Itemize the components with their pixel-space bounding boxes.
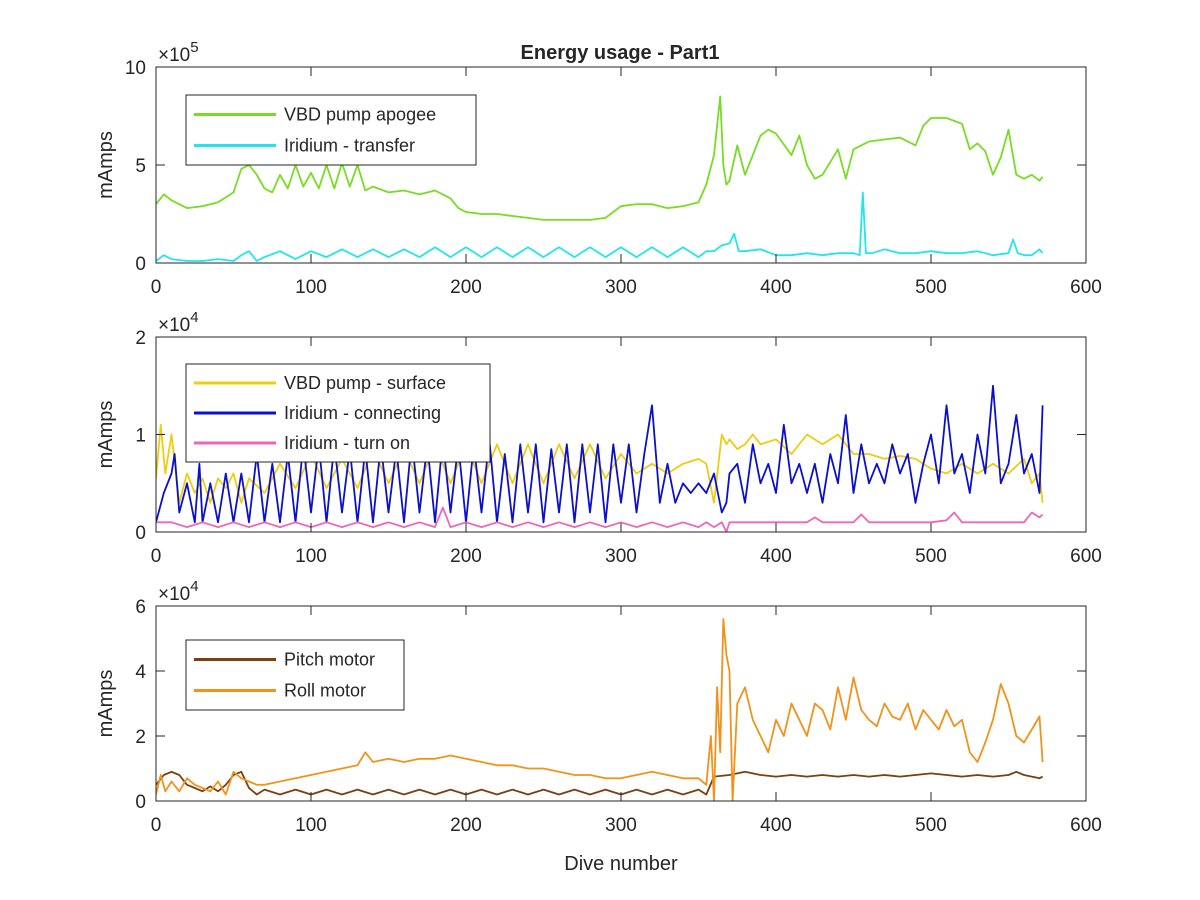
x-tick-label: 300 bbox=[605, 277, 637, 298]
x-tick-label: 0 bbox=[151, 815, 162, 836]
legend: VBD pump apogee Iridium - transfer bbox=[185, 94, 477, 166]
y-tick-label: 0 bbox=[135, 254, 146, 275]
y-exponent-label: ×104 bbox=[158, 309, 199, 336]
legend-entry: Iridium - transfer bbox=[284, 136, 415, 156]
y-tick-label: 5 bbox=[135, 156, 146, 177]
subplot-2: 0 100 200 300 400 500 600 0 1 2 ×104 mAmps VBD pump … bbox=[95, 309, 1102, 567]
y-tick-label: 2 bbox=[135, 727, 146, 748]
subplot-1: 0 100 200 300 400 500 600 0 5 10 ×105 mAmps VBD pump… bbox=[95, 39, 1102, 298]
y-tick-label: 0 bbox=[135, 523, 146, 544]
y-exponent-label: ×105 bbox=[158, 39, 199, 66]
y-axis-label: mAmps bbox=[95, 131, 117, 199]
series-line-1 bbox=[156, 423, 1044, 504]
legend-entry: Pitch motor bbox=[284, 650, 375, 670]
y-tick-label: 2 bbox=[135, 328, 146, 349]
x-tick-label: 400 bbox=[760, 277, 792, 298]
figure-title: Energy usage - Part1 bbox=[521, 42, 720, 64]
x-tick-label: 200 bbox=[450, 277, 482, 298]
y-axis-label: mAmps bbox=[95, 401, 117, 469]
x-tick-label: 200 bbox=[450, 546, 482, 567]
x-tick-label: 600 bbox=[1070, 277, 1102, 298]
x-tick-label: 500 bbox=[915, 277, 947, 298]
y-axis-label: mAmps bbox=[95, 670, 117, 738]
legend-entry: VBD pump - surface bbox=[284, 373, 446, 393]
legend-box bbox=[185, 639, 405, 711]
x-tick-label: 300 bbox=[605, 815, 637, 836]
legend: VBD pump - surface Iridium - connecting Ir… bbox=[185, 363, 491, 463]
series-line-2 bbox=[156, 618, 1044, 801]
x-axis-label: Dive number bbox=[564, 853, 678, 875]
x-tick-label: 100 bbox=[295, 546, 327, 567]
series-line-1 bbox=[156, 770, 1044, 796]
legend: Pitch motor Roll motor bbox=[185, 639, 405, 711]
y-tick-label: 0 bbox=[135, 792, 146, 813]
x-tick-label: 400 bbox=[760, 815, 792, 836]
legend-entry: Iridium - connecting bbox=[284, 403, 441, 423]
series-line-3 bbox=[156, 506, 1044, 532]
series-line-2 bbox=[156, 191, 1044, 262]
x-tick-label: 500 bbox=[915, 815, 947, 836]
series-lines bbox=[156, 95, 1044, 262]
y-tick-label: 1 bbox=[135, 426, 146, 447]
y-tick-label: 4 bbox=[135, 662, 146, 683]
series-lines bbox=[156, 384, 1044, 532]
series-lines bbox=[156, 618, 1044, 801]
y-tick-label: 6 bbox=[135, 597, 146, 618]
y-exponent-label: ×104 bbox=[158, 578, 199, 605]
legend-box bbox=[185, 94, 477, 166]
legend-entry: VBD pump apogee bbox=[284, 105, 436, 125]
x-tick-label: 400 bbox=[760, 546, 792, 567]
legend-entry: Iridium - turn on bbox=[284, 433, 410, 453]
x-tick-label: 100 bbox=[295, 815, 327, 836]
x-tick-label: 500 bbox=[915, 546, 947, 567]
series-line-1 bbox=[156, 95, 1044, 221]
x-tick-label: 300 bbox=[605, 546, 637, 567]
series-line-2 bbox=[156, 384, 1044, 524]
x-tick-label: 600 bbox=[1070, 815, 1102, 836]
y-tick-label: 10 bbox=[125, 58, 146, 79]
x-tick-label: 600 bbox=[1070, 546, 1102, 567]
x-tick-label: 200 bbox=[450, 815, 482, 836]
x-tick-label: 0 bbox=[151, 277, 162, 298]
x-tick-label: 100 bbox=[295, 277, 327, 298]
legend-entry: Roll motor bbox=[284, 681, 366, 701]
subplot-3: 0 100 200 300 400 500 600 0 2 4 6 ×104 mAmps Pitch mo… bbox=[95, 578, 1102, 836]
x-tick-label: 0 bbox=[151, 546, 162, 567]
